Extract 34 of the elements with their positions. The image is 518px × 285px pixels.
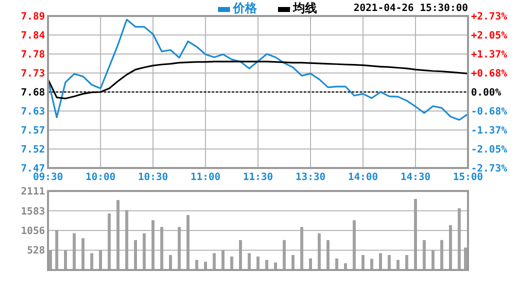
y-tick-label: 7.63	[20, 106, 45, 118]
y-tick-label: 528	[26, 246, 45, 257]
x-tick-label: 13:30	[295, 172, 326, 183]
text: 2021-04-26 15:30:00	[354, 3, 468, 14]
y2-tick-label: -1.37%	[471, 126, 508, 137]
x-tick-label: 14:00	[348, 172, 378, 183]
y-tick-label: 7.78	[20, 50, 45, 60]
y2-tick-label: +1.37%	[471, 49, 508, 60]
y2-tick-label: -2.05%	[471, 144, 508, 156]
y-tick-label: 1056	[20, 226, 45, 237]
legend-label: 价格	[232, 1, 258, 15]
y-tick-label: 7.89	[20, 12, 45, 22]
y-tick-label: 2111	[20, 186, 45, 198]
y-tick-label: 7.84	[20, 30, 45, 42]
y2-tick-label: 0.00%	[471, 88, 502, 98]
x-tick-label: 11:30	[242, 172, 274, 183]
y-tick-label: 7.57	[20, 126, 45, 136]
line-series	[47, 18, 469, 121]
x-tick-label: 09:30	[32, 172, 64, 183]
legend-label: 均线	[292, 1, 317, 15]
y2-tick-label: +2.05%	[471, 30, 508, 42]
x-tick-label: 10:00	[85, 172, 116, 183]
y2-tick-label: +2.73%	[471, 12, 508, 22]
x-tick-label: 14:30	[400, 172, 431, 183]
x-tick-label: 10:30	[138, 172, 168, 183]
y-tick-label: 1583	[20, 206, 45, 218]
y2-tick-label: -0.68%	[471, 106, 508, 118]
y-tick-label: 7.73	[20, 68, 45, 80]
x-tick-label: 11:00	[190, 172, 221, 183]
y-tick-label: 7.68	[20, 88, 45, 98]
x-tick-label: 15:00	[452, 172, 484, 183]
y2-tick-label: +0.68%	[471, 68, 508, 80]
line-series	[47, 60, 469, 100]
y-tick-label: 7.52	[20, 144, 45, 156]
